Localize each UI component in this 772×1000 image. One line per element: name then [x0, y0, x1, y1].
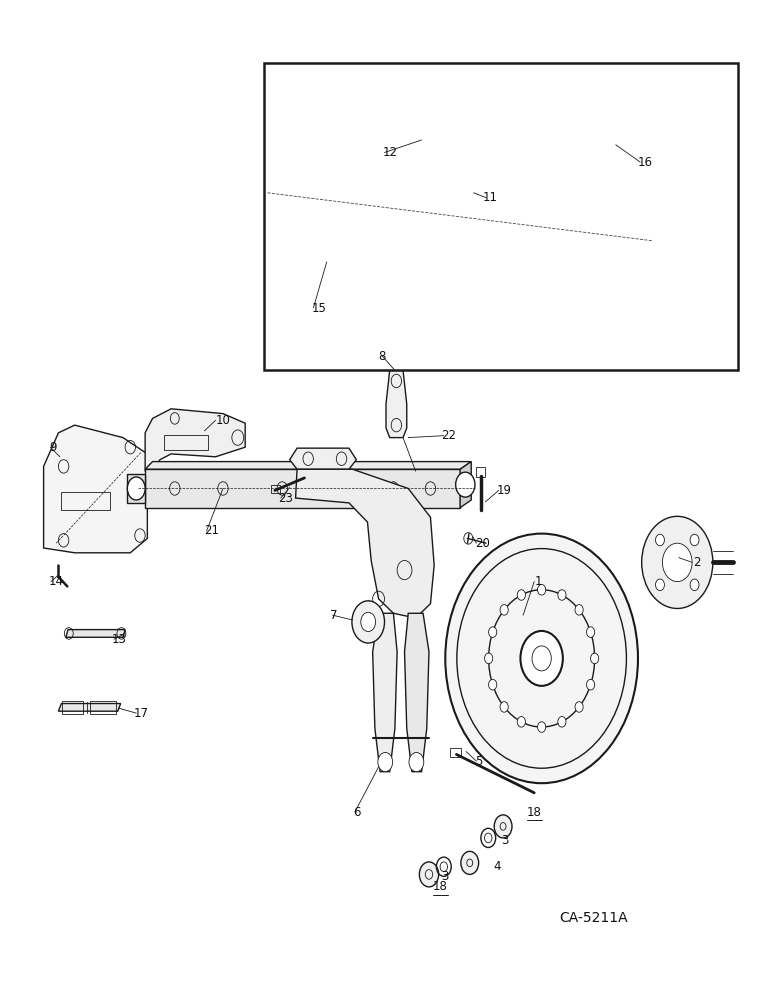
Circle shape [690, 579, 699, 591]
Circle shape [517, 717, 526, 727]
Text: 7: 7 [330, 609, 338, 622]
Polygon shape [415, 89, 429, 140]
Circle shape [558, 717, 566, 727]
Text: 23: 23 [279, 492, 293, 505]
Text: 19: 19 [497, 484, 512, 497]
Polygon shape [301, 174, 367, 308]
Bar [450, 748, 461, 757]
Circle shape [537, 722, 546, 732]
Bar [416, 121, 428, 132]
Text: 1: 1 [534, 575, 542, 588]
Bar [453, 129, 464, 141]
Text: 15: 15 [312, 302, 327, 314]
Text: 14: 14 [49, 575, 64, 588]
Polygon shape [386, 370, 407, 438]
Polygon shape [145, 469, 460, 508]
Text: 13: 13 [112, 633, 127, 646]
Polygon shape [127, 474, 145, 503]
Circle shape [419, 862, 438, 887]
Circle shape [485, 653, 493, 664]
Circle shape [500, 605, 508, 615]
Circle shape [655, 579, 665, 591]
Polygon shape [296, 469, 434, 618]
Text: 22: 22 [442, 429, 456, 442]
Polygon shape [279, 159, 290, 212]
Text: 12: 12 [382, 146, 398, 159]
Polygon shape [279, 174, 512, 212]
Text: 11: 11 [482, 191, 497, 204]
Bar [264, 63, 738, 370]
Circle shape [489, 627, 496, 637]
Circle shape [655, 534, 665, 546]
Text: CA-5211A: CA-5211A [559, 911, 628, 925]
Bar [62, 701, 83, 714]
Polygon shape [452, 108, 468, 148]
Bar [355, 156, 370, 174]
Polygon shape [534, 78, 616, 236]
Bar [476, 467, 486, 477]
Circle shape [461, 851, 479, 874]
Circle shape [517, 590, 526, 600]
Circle shape [500, 702, 508, 712]
Text: 16: 16 [638, 156, 653, 169]
Circle shape [575, 702, 583, 712]
Circle shape [352, 601, 384, 643]
Circle shape [690, 534, 699, 546]
Circle shape [662, 543, 692, 582]
Polygon shape [66, 630, 125, 637]
Text: 18: 18 [527, 806, 542, 818]
Bar [164, 435, 208, 450]
Circle shape [455, 472, 475, 497]
Text: 18: 18 [432, 880, 448, 893]
Text: 9: 9 [49, 441, 56, 454]
Circle shape [378, 752, 393, 772]
Circle shape [489, 679, 496, 690]
Circle shape [267, 177, 294, 212]
Circle shape [587, 627, 594, 637]
Text: 4: 4 [493, 860, 501, 873]
Text: 10: 10 [215, 414, 230, 427]
Polygon shape [59, 704, 120, 711]
Circle shape [520, 631, 563, 686]
Polygon shape [631, 212, 649, 298]
Circle shape [494, 815, 512, 838]
Circle shape [558, 590, 566, 600]
Circle shape [127, 477, 145, 500]
Text: 21: 21 [205, 524, 219, 537]
Circle shape [587, 679, 594, 690]
Text: 17: 17 [134, 707, 149, 720]
Polygon shape [43, 425, 147, 553]
Polygon shape [631, 198, 653, 222]
Circle shape [409, 752, 424, 772]
Polygon shape [405, 613, 429, 772]
Text: 3: 3 [442, 870, 449, 883]
Polygon shape [279, 159, 520, 174]
Circle shape [445, 534, 638, 783]
Text: 5: 5 [475, 755, 482, 768]
Text: 8: 8 [378, 350, 386, 362]
Polygon shape [373, 613, 397, 772]
Circle shape [537, 584, 546, 595]
Text: 2: 2 [693, 556, 701, 569]
Circle shape [642, 516, 713, 608]
Circle shape [591, 653, 599, 664]
Polygon shape [512, 174, 631, 241]
Bar [271, 485, 280, 493]
Polygon shape [290, 448, 357, 469]
Text: 20: 20 [475, 537, 489, 550]
Circle shape [639, 248, 662, 276]
Polygon shape [145, 409, 245, 471]
Circle shape [361, 612, 376, 632]
Bar [90, 701, 117, 714]
Text: 6: 6 [353, 806, 361, 818]
Circle shape [575, 605, 583, 615]
Polygon shape [460, 462, 471, 508]
Polygon shape [512, 193, 631, 279]
Polygon shape [145, 462, 471, 469]
Text: 3: 3 [501, 834, 508, 847]
Bar [327, 156, 345, 174]
Bar [62, 492, 110, 510]
